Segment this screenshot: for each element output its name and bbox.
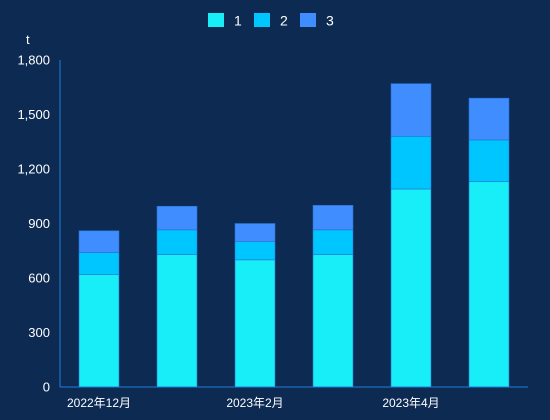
bar-segment-series-2 <box>390 136 432 190</box>
legend-item-3[interactable]: 3 <box>300 13 334 29</box>
x-axis-ticks: 2022年12月 2023年2月 2023年4月 <box>67 396 440 410</box>
bar-segment-series-3 <box>390 83 432 137</box>
legend-label: 1 <box>234 13 242 29</box>
bar-segment-series-3 <box>156 205 198 231</box>
bar-segment-series-2 <box>312 229 354 255</box>
bar-segment-series-1 <box>234 259 276 388</box>
legend-swatch <box>300 13 316 27</box>
y-tick-label: 1,800 <box>17 53 50 68</box>
legend-item-2[interactable]: 2 <box>254 13 288 29</box>
legend-swatch <box>254 13 270 27</box>
y-tick-label: 600 <box>28 271 50 286</box>
bar-segment-series-3 <box>468 97 510 141</box>
bar-segment-series-1 <box>468 181 510 388</box>
y-axis-unit-label: t <box>26 32 30 47</box>
bar-segment-series-3 <box>234 223 276 242</box>
y-tick-label: 1,500 <box>17 107 50 122</box>
bar-segment-series-2 <box>156 229 198 255</box>
bar-segment-series-2 <box>234 241 276 261</box>
y-tick-label: 300 <box>28 325 50 340</box>
bar-segment-series-2 <box>78 252 120 275</box>
bar-segment-series-1 <box>312 254 354 388</box>
y-axis-ticks: 0 300 600 900 1,200 1,500 1,800 <box>17 53 50 395</box>
y-tick-label: 900 <box>28 216 50 231</box>
y-tick-label: 0 <box>43 380 50 395</box>
bar-segment-series-3 <box>78 230 120 253</box>
bar-segment-series-1 <box>156 254 198 388</box>
x-tick-label: 2022年12月 <box>67 396 131 410</box>
bars <box>78 83 510 388</box>
y-tick-label: 1,200 <box>17 162 50 177</box>
legend-label: 2 <box>280 13 288 29</box>
legend: 1 2 3 <box>208 13 334 29</box>
bar-segment-series-1 <box>78 274 120 388</box>
legend-label: 3 <box>326 13 334 29</box>
bar-segment-series-1 <box>390 188 432 388</box>
legend-item-1[interactable]: 1 <box>208 13 242 29</box>
bar-segment-series-2 <box>468 139 510 183</box>
x-tick-label: 2023年4月 <box>382 396 439 410</box>
x-tick-label: 2023年2月 <box>226 396 283 410</box>
legend-swatch <box>208 13 224 27</box>
bar-segment-series-3 <box>312 205 354 231</box>
